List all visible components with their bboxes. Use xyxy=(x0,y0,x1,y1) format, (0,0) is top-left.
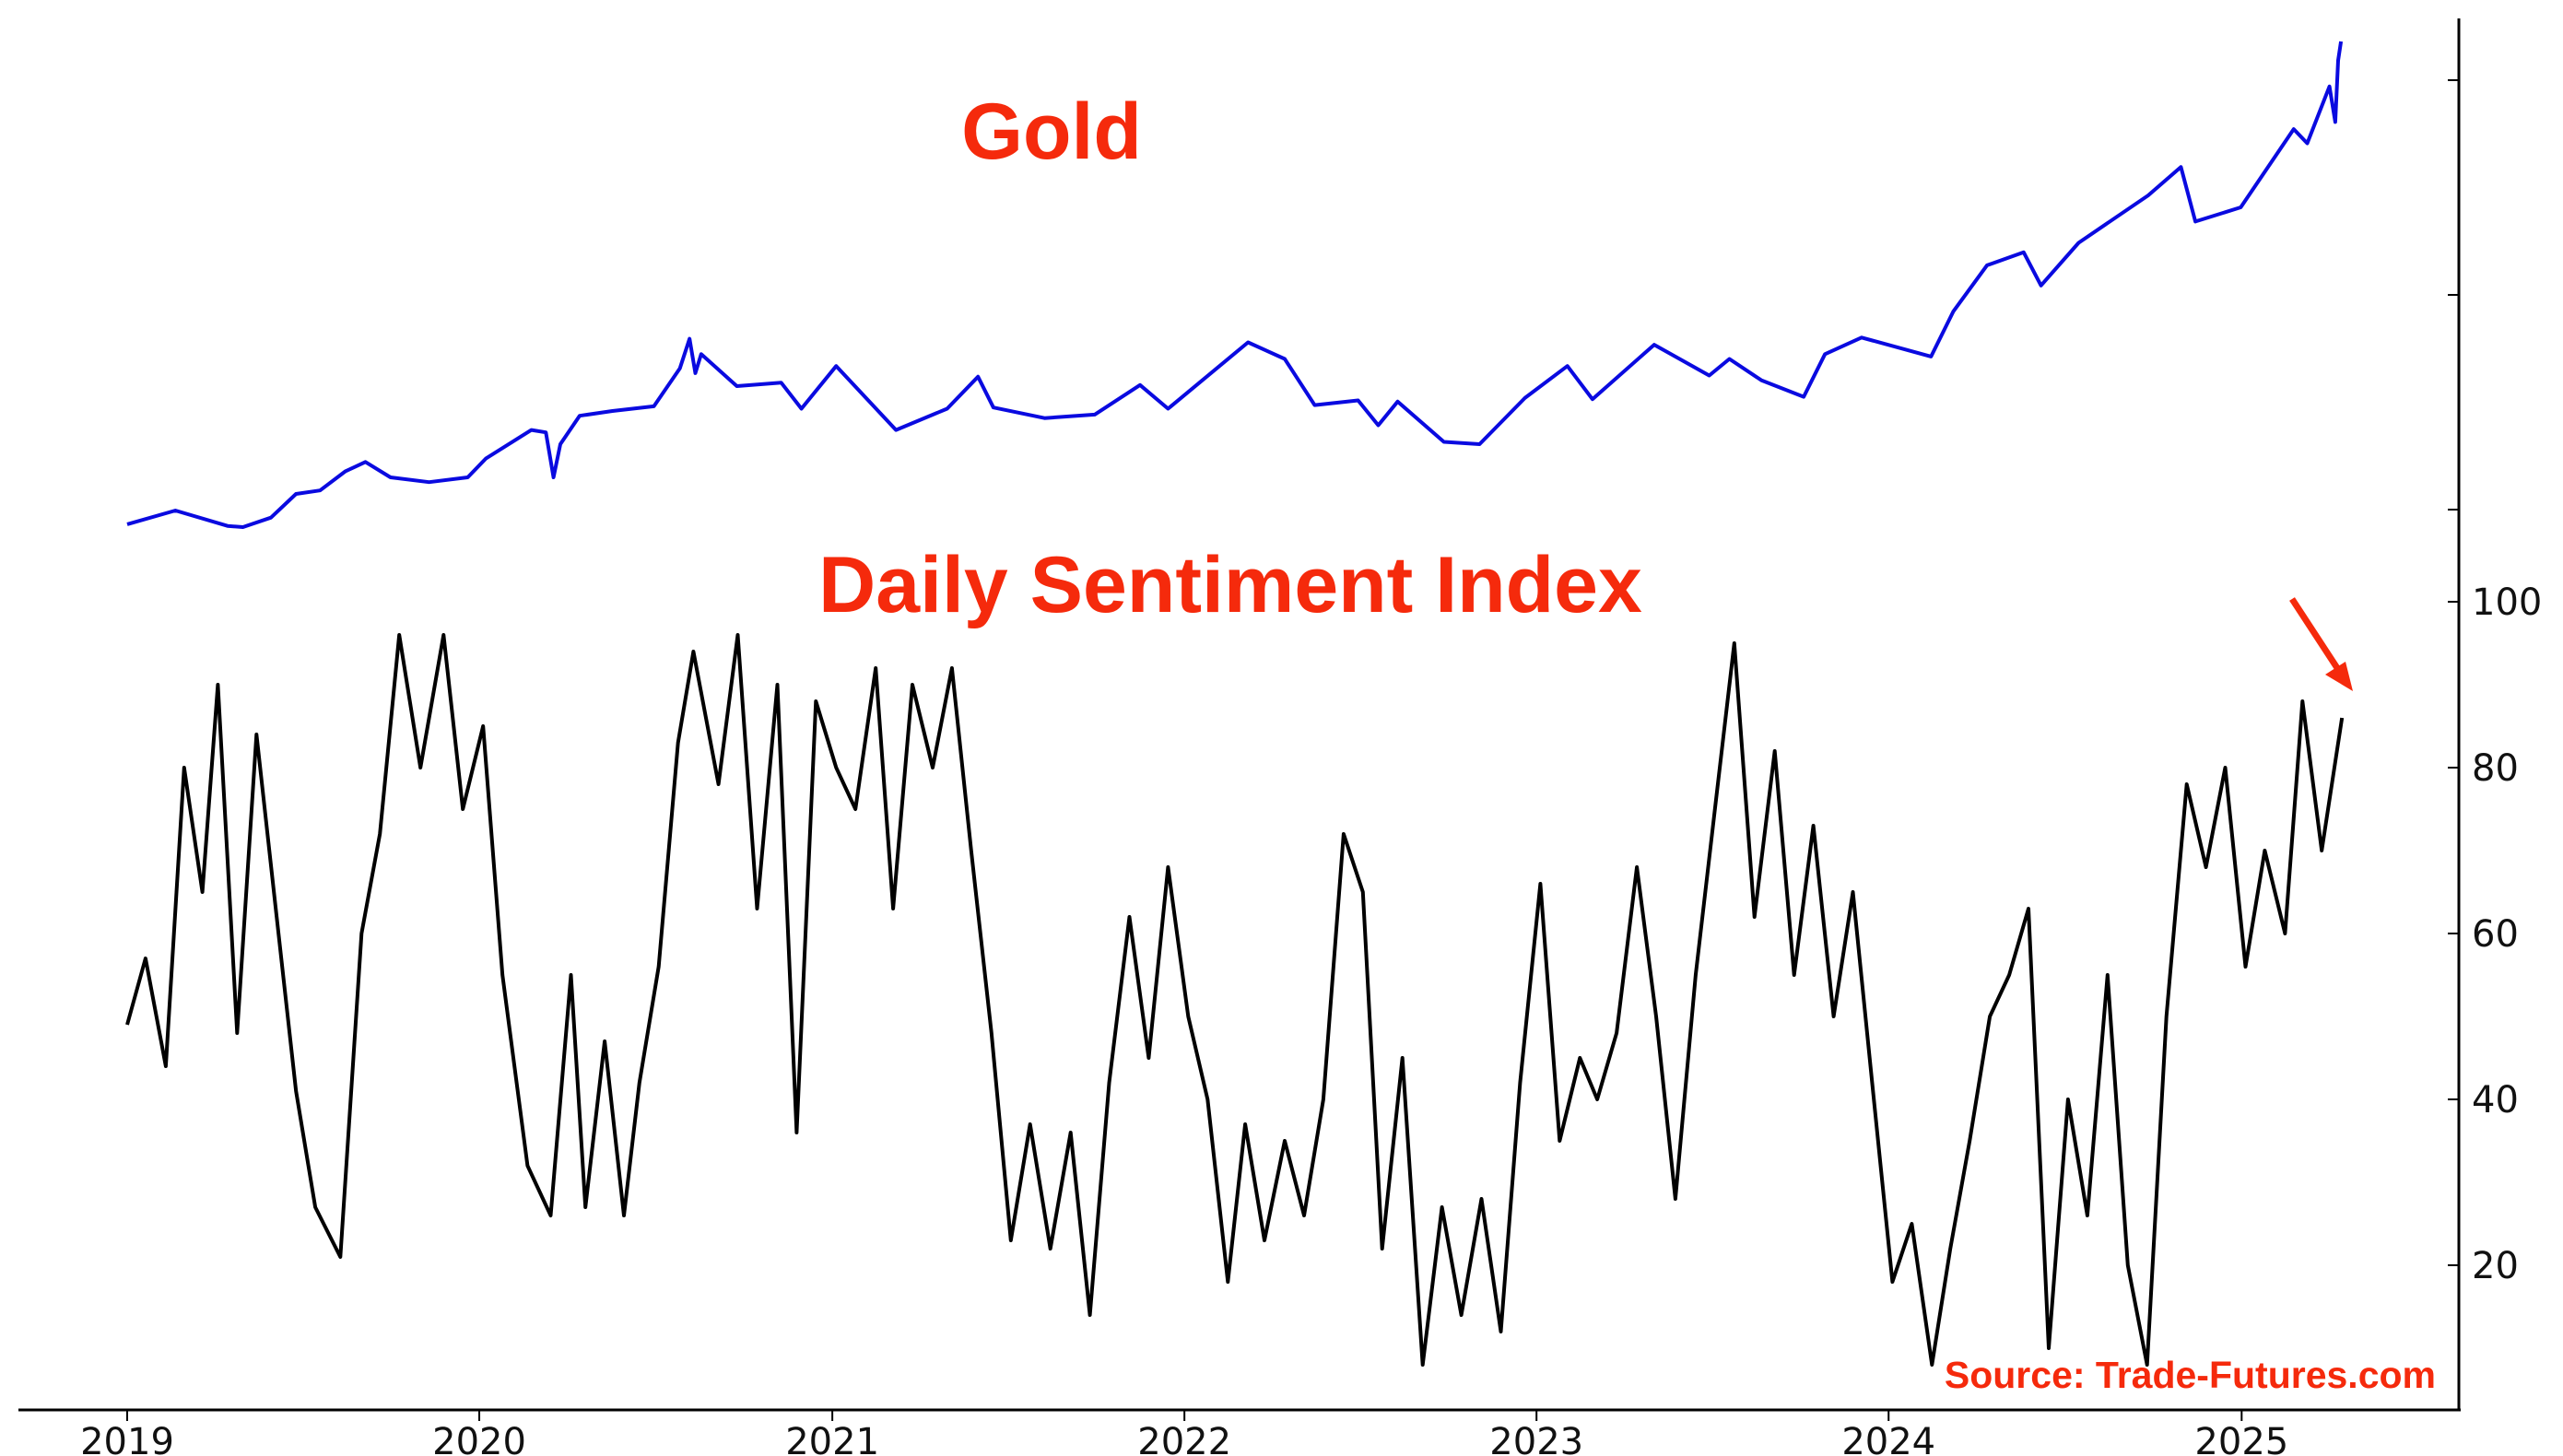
x-tick-label: 2025 xyxy=(2194,1421,2288,1456)
source-label: Source: Trade-Futures.com xyxy=(1945,1354,2436,1396)
dsi-title: Daily Sentiment Index xyxy=(818,541,1642,629)
red-arrow-icon xyxy=(2289,597,2353,691)
x-tick-label: 2023 xyxy=(1489,1421,1583,1456)
dsi-axes xyxy=(18,556,2461,1412)
x-tick-label: 2022 xyxy=(1137,1421,1231,1456)
x-ticks: 2019 2020 2021 2022 2023 2024 2025 xyxy=(80,1410,2288,1456)
y-tick-label: 40 xyxy=(2472,1079,2519,1121)
gold-right-axis xyxy=(2448,18,2461,556)
x-tick-label: 2020 xyxy=(432,1421,526,1456)
arrow-shaft xyxy=(2289,597,2342,673)
dsi-line xyxy=(125,633,2345,1367)
x-tick-label: 2021 xyxy=(785,1421,879,1456)
gold-price-line xyxy=(126,41,2344,529)
y-tick-label: 20 xyxy=(2472,1245,2519,1287)
arrow-head xyxy=(2325,662,2353,691)
x-tick-label: 2019 xyxy=(80,1421,174,1456)
y-tick-label: 60 xyxy=(2472,913,2519,956)
y-ticks: 20 40 60 80 100 xyxy=(2448,581,2542,1287)
gold-title: Gold xyxy=(961,88,1142,176)
y-tick-label: 100 xyxy=(2472,581,2542,624)
y-tick-label: 80 xyxy=(2472,747,2519,790)
x-tick-label: 2024 xyxy=(1841,1421,1935,1456)
